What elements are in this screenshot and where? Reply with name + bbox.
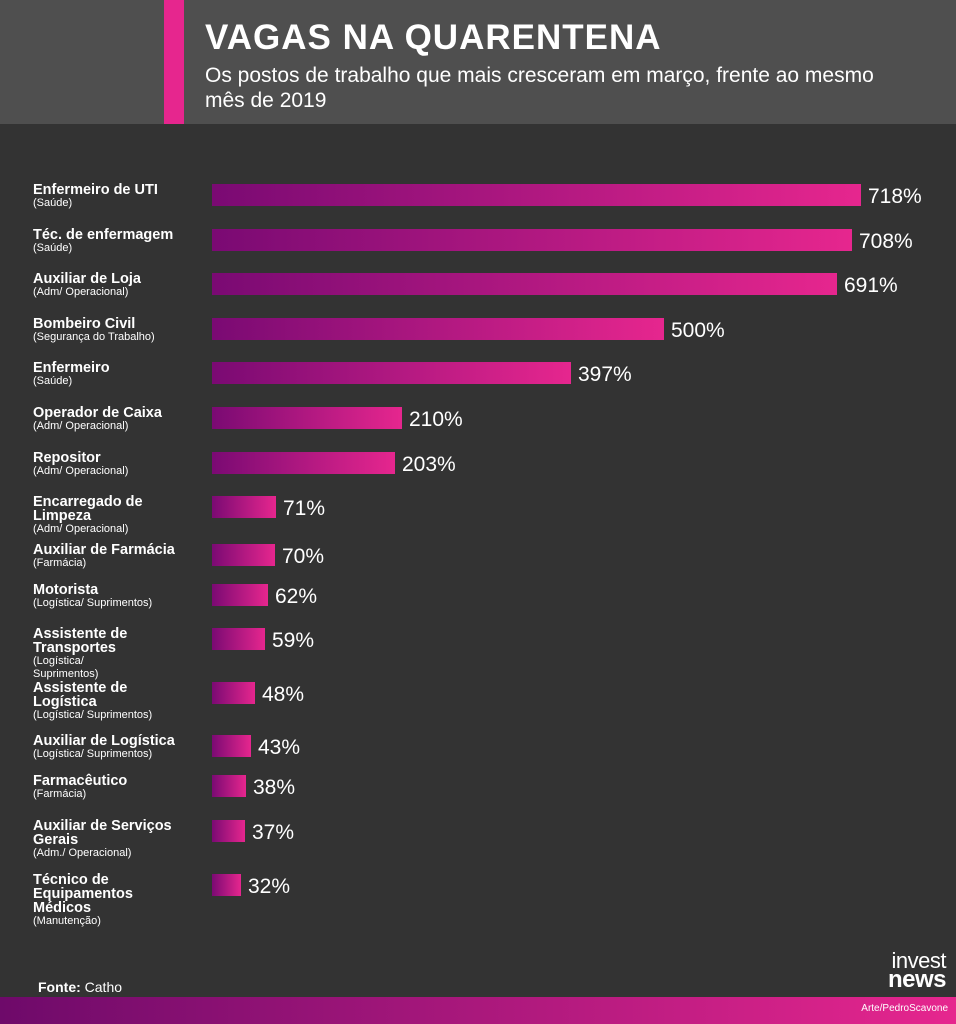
category-sector: (Adm/ Operacional) — [33, 465, 129, 477]
category-name: Enfermeiro de UTI — [33, 182, 158, 198]
category-label: Assistente de Transportes (Logística/ Sup… — [33, 627, 148, 681]
value-label: 43% — [258, 736, 301, 759]
category-sector: (Adm/ Operacional) — [33, 286, 129, 298]
header-accent-stripe — [164, 0, 184, 124]
category-label: Encarregado de Limpeza (Adm/ Operacional) — [33, 495, 173, 536]
bar — [212, 273, 837, 295]
category-label: Enfermeiro de UTI (Saúde) — [33, 183, 203, 210]
category-sector: (Saúde) — [33, 242, 73, 254]
category-name: Auxiliar de Farmácia — [33, 542, 175, 558]
value-label: 203% — [402, 453, 456, 476]
category-label: Motorista (Logística/ Suprimentos) — [33, 583, 203, 610]
value-label: 708% — [859, 230, 913, 253]
value-label: 59% — [272, 629, 315, 652]
art-credit: Arte/PedroScavone — [861, 1003, 948, 1014]
category-label: Farmacêutico (Farmácia) — [33, 774, 203, 801]
logo-text-bottom: news — [887, 966, 947, 993]
category-name: Motorista — [33, 582, 99, 598]
value-label: 500% — [671, 319, 725, 342]
category-label: Assistente de Logística (Logística/ Supri… — [33, 681, 153, 722]
source-note: Fonte: Catho — [38, 979, 122, 995]
category-name: Técnico de Equipamentos Médicos — [33, 872, 133, 916]
source-label: Fonte: — [38, 979, 81, 995]
category-name: Assistente de Logística — [33, 680, 128, 710]
category-name: Auxiliar de Loja — [33, 271, 141, 287]
bar — [212, 184, 861, 206]
category-sector: (Logística/ Suprimentos) — [33, 748, 153, 760]
bar — [212, 318, 664, 340]
bar — [212, 682, 255, 704]
category-label: Téc. de enfermagem (Saúde) — [33, 228, 203, 255]
category-label: Operador de Caixa (Adm/ Operacional) — [33, 406, 203, 433]
value-label: 32% — [248, 875, 291, 898]
bar — [212, 820, 245, 842]
bar — [212, 775, 246, 797]
category-label: Enfermeiro (Saúde) — [33, 361, 203, 388]
category-label: Auxiliar de Loja (Adm/ Operacional) — [33, 272, 203, 299]
category-sector: (Manutenção) — [33, 915, 101, 927]
category-label: Auxiliar de Logística (Logística/ Suprime… — [33, 734, 208, 761]
category-sector: (Saúde) — [33, 197, 73, 209]
category-label: Bombeiro Civil (Segurança do Trabalho) — [33, 317, 203, 344]
category-label: Auxiliar de Farmácia (Farmácia) — [33, 543, 208, 570]
category-label: Auxiliar de Serviços Gerais (Adm./ Operac… — [33, 819, 208, 860]
category-label: Repositor (Adm/ Operacional) — [33, 451, 203, 478]
value-label: 397% — [578, 363, 632, 386]
category-name: Encarregado de Limpeza — [33, 494, 143, 524]
value-label: 71% — [283, 497, 326, 520]
category-sector: (Saúde) — [33, 375, 73, 387]
category-name: Repositor — [33, 450, 101, 466]
bar — [212, 452, 395, 474]
category-name: Farmacêutico — [33, 773, 128, 789]
bar — [212, 735, 251, 757]
category-sector: (Logística/ Suprimentos) — [33, 709, 153, 721]
header-band — [0, 0, 956, 124]
value-label: 62% — [275, 585, 318, 608]
category-name: Auxiliar de Logística — [33, 733, 175, 749]
investnews-logo: invest news — [856, 948, 947, 993]
category-name: Assistente de Transportes — [33, 626, 128, 656]
category-name: Bombeiro Civil — [33, 316, 136, 332]
category-sector: (Logística/ Suprimentos) — [33, 597, 153, 609]
bar — [212, 362, 571, 384]
bar — [212, 496, 276, 518]
bar — [212, 874, 241, 896]
category-name: Téc. de enfermagem — [33, 227, 174, 243]
bar — [212, 584, 268, 606]
footer-bar — [0, 997, 956, 1024]
source-value: Catho — [80, 979, 123, 995]
value-label: 38% — [253, 776, 296, 799]
category-sector: (Adm./ Operacional) — [33, 847, 132, 859]
bar — [212, 407, 402, 429]
value-label: 37% — [252, 821, 295, 844]
value-label: 210% — [409, 408, 463, 431]
bar — [212, 628, 265, 650]
value-label: 70% — [282, 545, 325, 568]
category-sector: (Logística/ Suprimentos) — [33, 655, 99, 680]
category-name: Auxiliar de Serviços Gerais — [33, 818, 172, 848]
value-label: 691% — [844, 274, 898, 297]
category-sector: (Farmácia) — [33, 557, 87, 569]
category-sector: (Segurança do Trabalho) — [33, 331, 155, 343]
category-label: Técnico de Equipamentos Médicos (Manutenç… — [33, 873, 163, 928]
category-sector: (Farmácia) — [33, 788, 87, 800]
category-name: Enfermeiro — [33, 360, 110, 376]
category-name: Operador de Caixa — [33, 405, 162, 421]
category-sector: (Adm/ Operacional) — [33, 523, 129, 535]
logo-text-top: invest — [891, 948, 947, 973]
bar — [212, 544, 275, 566]
category-sector: (Adm/ Operacional) — [33, 420, 129, 432]
chart-title: VAGAS NA QUARENTENA — [205, 18, 662, 57]
chart-subtitle: Os postos de trabalho que mais cresceram… — [205, 64, 874, 112]
value-label: 718% — [868, 185, 922, 208]
value-label: 48% — [262, 683, 305, 706]
bar — [212, 229, 852, 251]
